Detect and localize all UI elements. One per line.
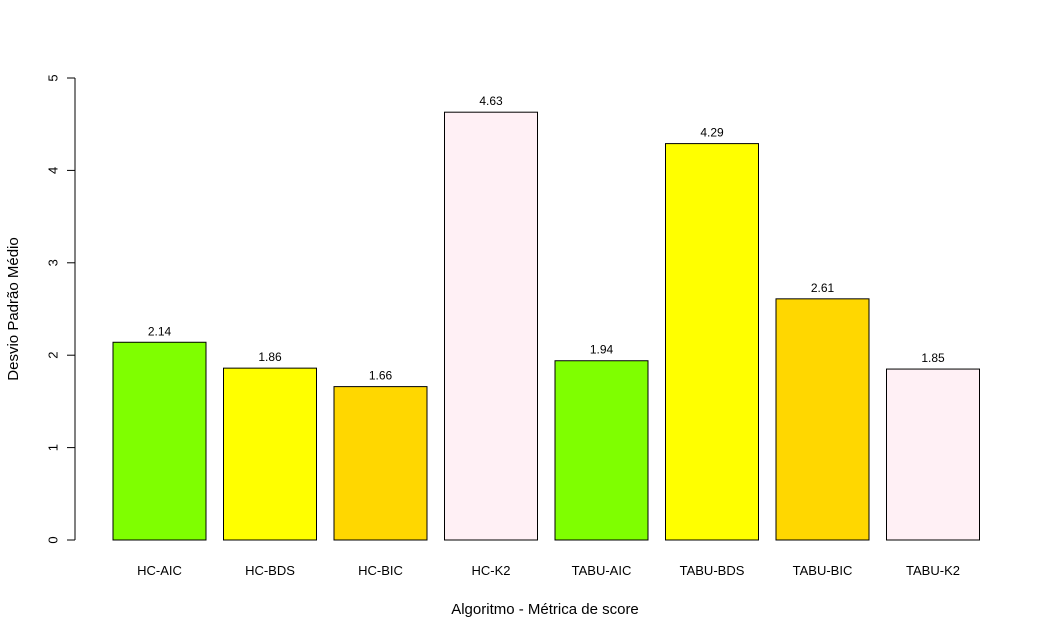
bar-hc-bds <box>223 367 317 541</box>
y-axis-title: Desvio Padrão Médio <box>5 237 22 380</box>
x-axis-title: Algoritmo - Métrica de score <box>451 601 639 618</box>
bar-tabu-k2 <box>886 368 980 541</box>
bar-value-label: 1.94 <box>590 343 614 357</box>
bar-hc-bic <box>333 386 428 541</box>
bar-tabu-bds <box>665 143 759 541</box>
x-tick-label: TABU-K2 <box>906 563 960 578</box>
bar-value-label: 4.63 <box>479 94 503 108</box>
y-tick-label: 0 <box>46 536 61 543</box>
x-tick-labels: HC-AIC HC-BDS HC-BIC HC-K2 TABU-AIC TABU-BDS T… <box>137 563 960 578</box>
bar-value-label: 2.61 <box>811 281 835 295</box>
bar-value-label: 1.86 <box>258 350 282 364</box>
x-tick-label: HC-BIC <box>358 563 403 578</box>
x-tick-label: TABU-BDS <box>680 563 745 578</box>
y-tick-label: 1 <box>46 444 61 451</box>
y-axis: 0 1 2 3 4 5 <box>46 74 76 544</box>
bar-value-label: 1.66 <box>369 369 393 383</box>
bar-tabu-bic <box>775 298 870 541</box>
y-tick-label: 3 <box>46 259 61 266</box>
x-tick-label: TABU-BIC <box>793 563 853 578</box>
y-tick-label: 5 <box>46 74 61 81</box>
bar-value-label: 1.85 <box>921 351 945 365</box>
x-tick-label: HC-AIC <box>137 563 182 578</box>
x-tick-label: TABU-AIC <box>572 563 632 578</box>
bars: 2.14 1.86 1.66 4.63 1.94 4.29 2.61 1.85 <box>112 94 980 541</box>
y-tick-label: 2 <box>46 352 61 359</box>
bar-value-label: 2.14 <box>148 324 172 338</box>
y-tick-label: 4 <box>46 167 61 174</box>
bar-hc-aic <box>112 341 207 541</box>
x-tick-label: HC-K2 <box>471 563 510 578</box>
x-tick-label: HC-BDS <box>245 563 295 578</box>
bar-tabu-aic <box>554 360 649 541</box>
bar-hc-k2 <box>444 111 538 541</box>
bar-value-label: 4.29 <box>700 126 724 140</box>
